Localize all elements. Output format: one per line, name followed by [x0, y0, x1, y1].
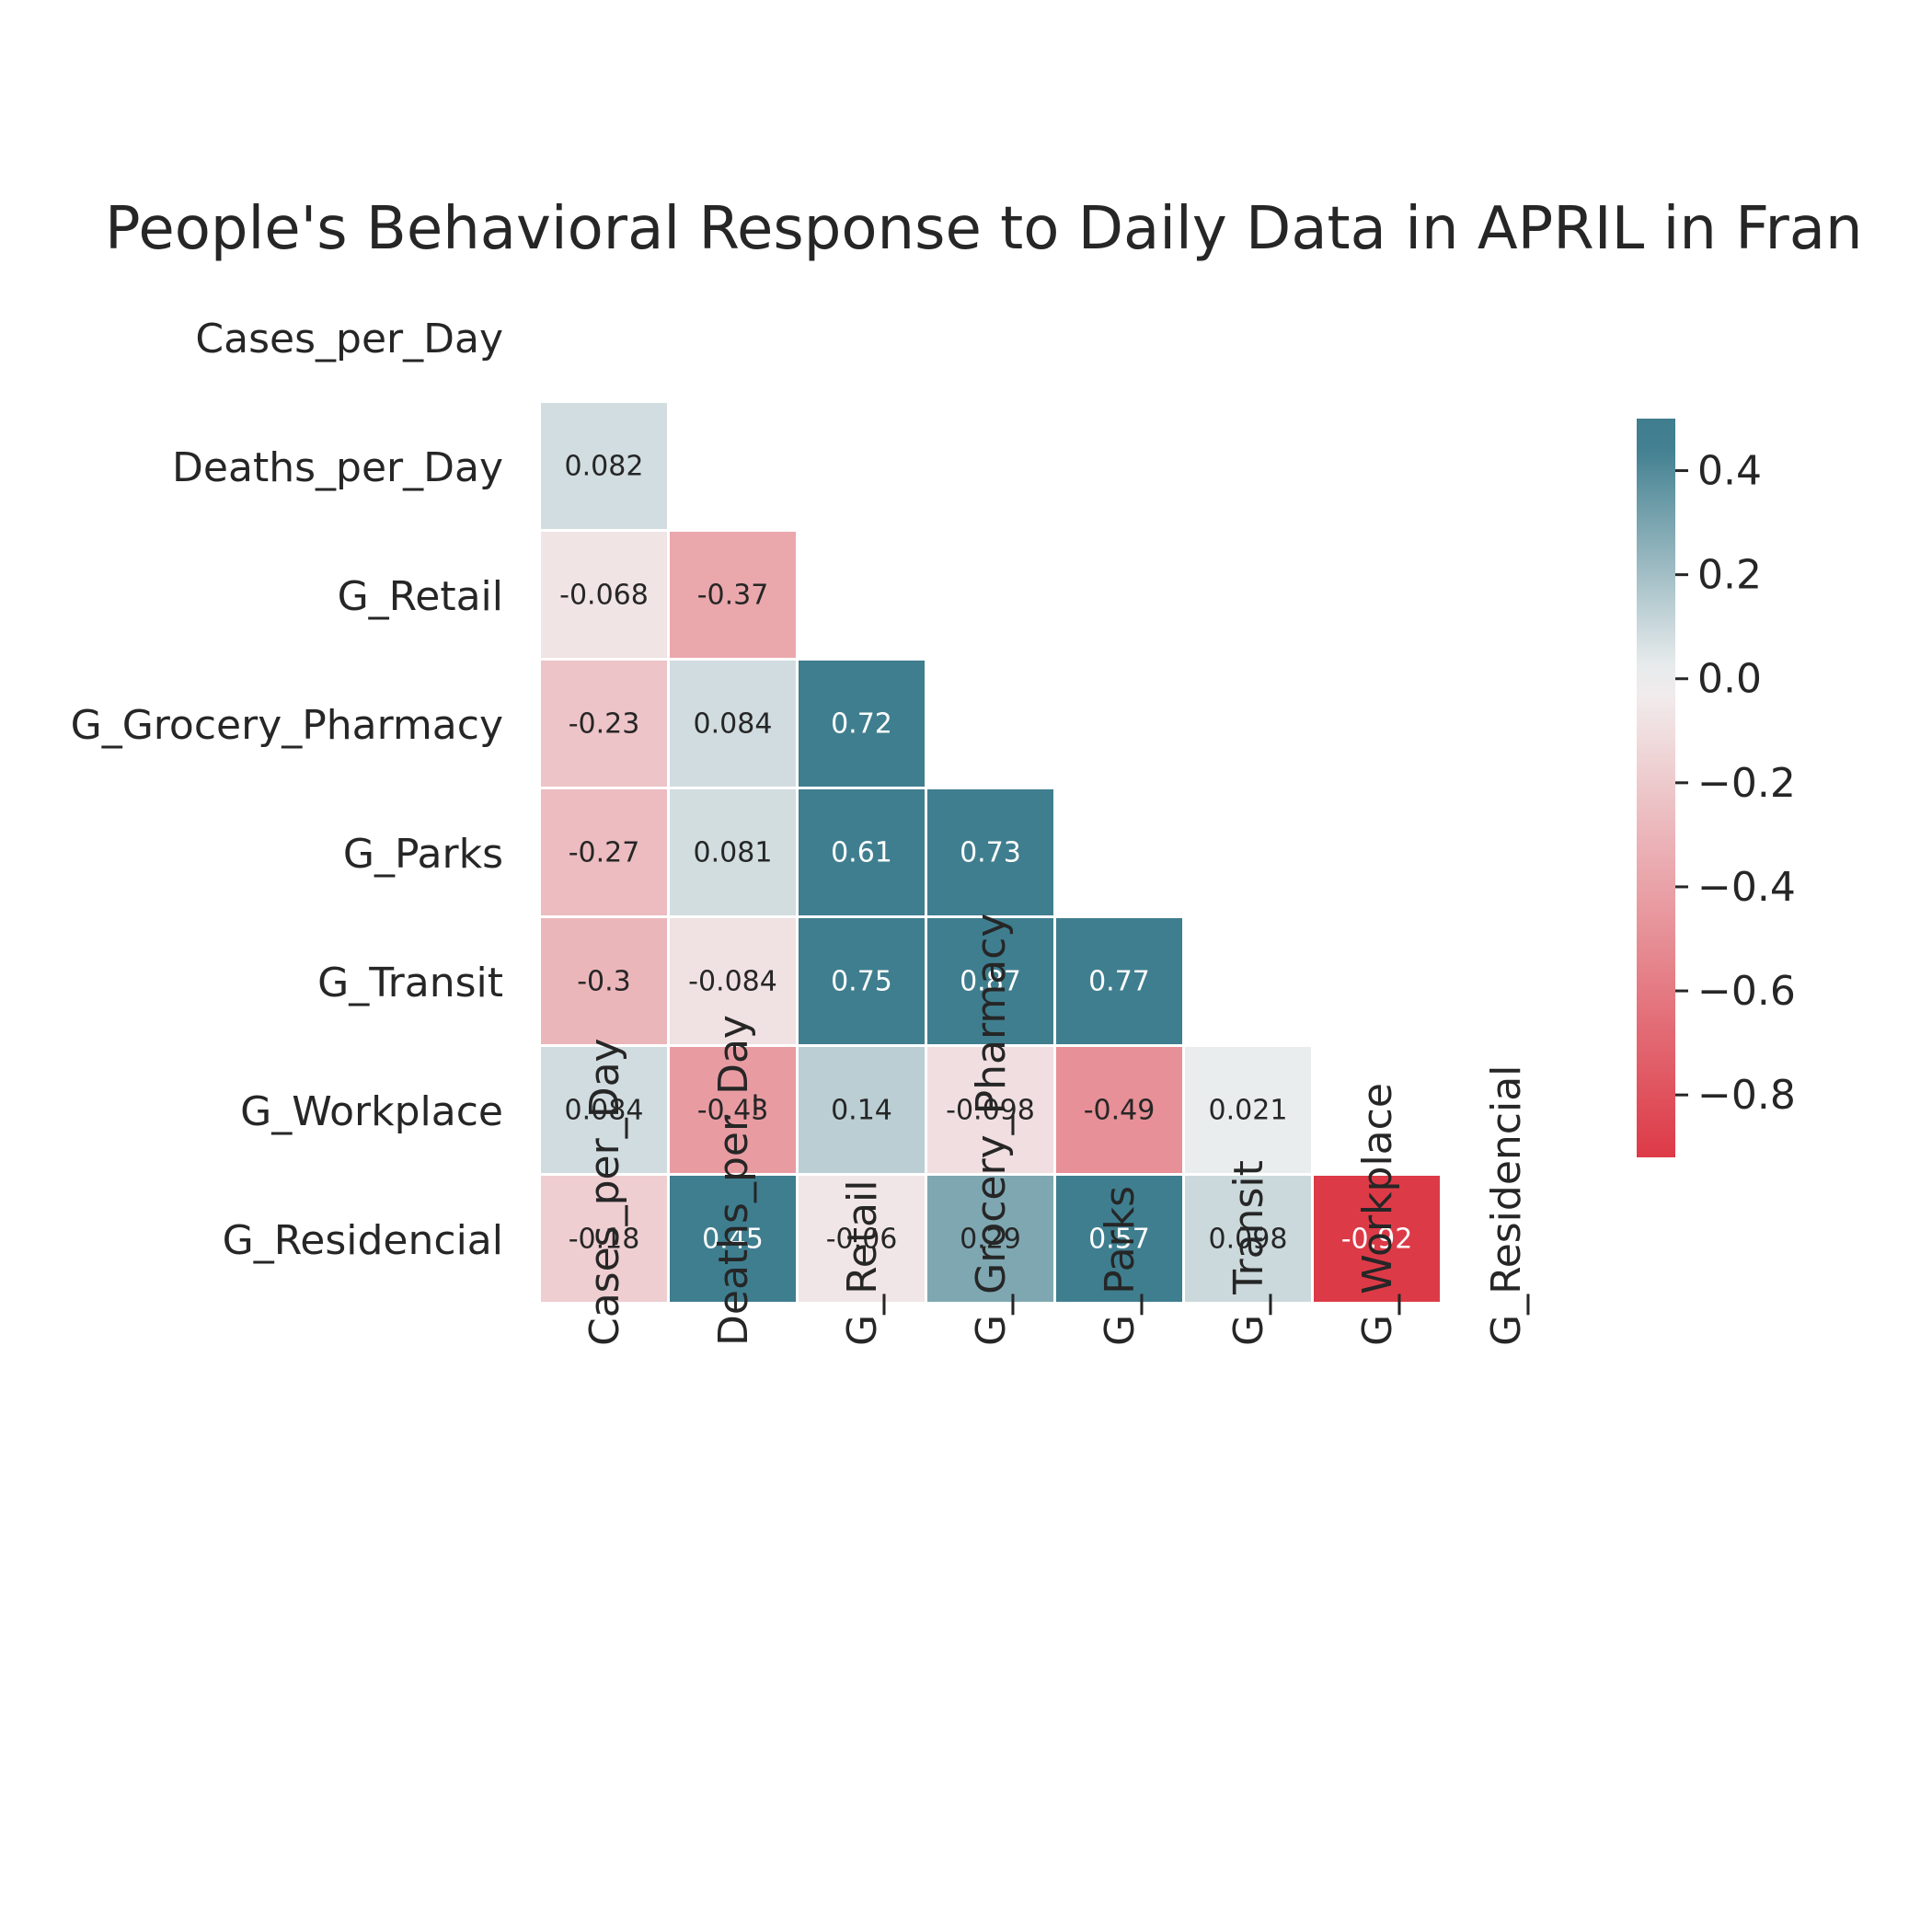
colorbar: 0.4 0.2 0.0 −0.2 −0.4 −0.6 −0.8	[1637, 419, 1796, 1157]
cell-value-label: 0.61	[831, 837, 892, 869]
heatmap-cell	[670, 918, 796, 1044]
heatmap-cell	[541, 918, 667, 1044]
cell-value-label: 0.084	[565, 1095, 644, 1127]
heatmap-cell	[670, 789, 796, 915]
cell-value-label: 0.081	[694, 837, 773, 869]
column-label: Cases_per_Day	[581, 1038, 628, 1346]
column-label: G_Grocery_Pharmacy	[968, 914, 1015, 1346]
heatmap-cell	[1185, 1176, 1311, 1302]
heatmap-cell	[541, 789, 667, 915]
cell-value-label: 0.75	[831, 966, 892, 998]
cell-value-label: -0.23	[569, 708, 640, 741]
row-label: Deaths_per_Day	[172, 444, 503, 491]
colorbar-ticks: 0.4 0.2 0.0 −0.2 −0.4 −0.6 −0.8	[1675, 448, 1796, 1119]
heatmap-cell	[927, 1047, 1053, 1173]
row-label: G_Transit	[317, 960, 503, 1006]
heatmap-cell	[670, 1047, 796, 1173]
heatmap-cell	[541, 403, 667, 529]
heatmap-cell	[799, 1047, 925, 1173]
cell-value-label: 0.14	[831, 1095, 892, 1127]
row-label: G_Workplace	[240, 1088, 503, 1135]
heatmap-cell	[927, 918, 1053, 1044]
colorbar-tick-label: 0.2	[1697, 552, 1762, 599]
cell-value-label: 0.021	[1209, 1095, 1288, 1127]
row-label: G_Retail	[338, 573, 503, 620]
cell-value-label: 0.084	[694, 708, 773, 741]
heatmap-cell	[541, 661, 667, 787]
cell-value-label: 0.45	[702, 1224, 764, 1256]
heatmap-cell	[1056, 1176, 1182, 1302]
colorbar-gradient	[1637, 419, 1675, 1157]
heatmap-cell	[799, 789, 925, 915]
cell-value-label: -0.92	[1341, 1224, 1413, 1256]
heatmap-cell	[927, 789, 1053, 915]
column-label: G_Workplace	[1354, 1083, 1401, 1346]
colorbar-tick-label: −0.6	[1697, 968, 1796, 1015]
heatmap-cell	[799, 918, 925, 1044]
row-label: Cases_per_Day	[195, 316, 503, 362]
cell-value-label: 0.73	[960, 837, 1021, 869]
heatmap-cell	[927, 1176, 1053, 1302]
cell-value-label: -0.084	[688, 966, 777, 998]
row-label: G_Parks	[343, 831, 503, 878]
column-label: G_Parks	[1097, 1186, 1144, 1346]
colorbar-tick-label: −0.4	[1697, 864, 1796, 911]
row-label: G_Grocery_Pharmacy	[71, 702, 503, 749]
heatmap-cell	[541, 532, 667, 658]
column-label: G_Residencial	[1483, 1065, 1530, 1346]
column-labels: Cases_per_Day Deaths_per_Day G_Retail G_Gro…	[581, 914, 1530, 1346]
row-label: G_Residencial	[223, 1217, 503, 1264]
cell-value-label: 0.098	[1209, 1224, 1288, 1256]
cell-value-label: -0.06	[826, 1224, 898, 1256]
heatmap-cell	[1056, 918, 1182, 1044]
cell-value-label: 0.77	[1088, 966, 1150, 998]
cell-value-label: -0.068	[559, 580, 649, 612]
cell-value-label: 0.87	[960, 966, 1021, 998]
heatmap-cell	[799, 1176, 925, 1302]
colorbar-tick-label: −0.8	[1697, 1072, 1796, 1119]
colorbar-tick-label: 0.0	[1697, 656, 1762, 703]
heatmap-cell	[1185, 1047, 1311, 1173]
cell-value-label: -0.098	[946, 1095, 1035, 1127]
row-labels: Cases_per_Day Deaths_per_Day G_Retail G_Gro…	[71, 316, 503, 1264]
cell-value-label: -0.49	[1084, 1095, 1156, 1127]
column-label: Deaths_per_Day	[710, 1015, 757, 1346]
heatmap-cell	[670, 1176, 796, 1302]
chart-title: People's Behavioral Response to Daily Da…	[105, 195, 1863, 263]
heatmap-cell	[670, 532, 796, 658]
heatmap-cell	[541, 1047, 667, 1173]
heatmap-cell	[1056, 1047, 1182, 1173]
heatmap-cells: 0.082 -0.068 -0.37 -0.23 0.084 0.72 -0.27 0.081…	[541, 403, 1440, 1302]
column-label: G_Transit	[1225, 1160, 1272, 1346]
heatmap-cell	[541, 1176, 667, 1302]
heatmap-cell	[670, 661, 796, 787]
cell-value-label: 0.29	[960, 1224, 1021, 1256]
heatmap-cell	[799, 661, 925, 787]
cell-value-label: -0.37	[697, 580, 769, 612]
column-label: G_Retail	[839, 1180, 886, 1346]
cell-value-label: 0.57	[1088, 1224, 1150, 1256]
cell-value-label: 0.72	[831, 708, 892, 741]
cell-value-label: -0.3	[577, 966, 631, 998]
cell-value-label: 0.082	[565, 451, 644, 483]
cell-value-label: -0.43	[697, 1095, 769, 1127]
cell-value-label: -0.27	[569, 837, 640, 869]
colorbar-tick-label: −0.2	[1697, 760, 1796, 807]
heatmap-cell	[1314, 1176, 1440, 1302]
cell-value-label: -0.18	[569, 1224, 640, 1256]
colorbar-tick-label: 0.4	[1697, 448, 1762, 495]
